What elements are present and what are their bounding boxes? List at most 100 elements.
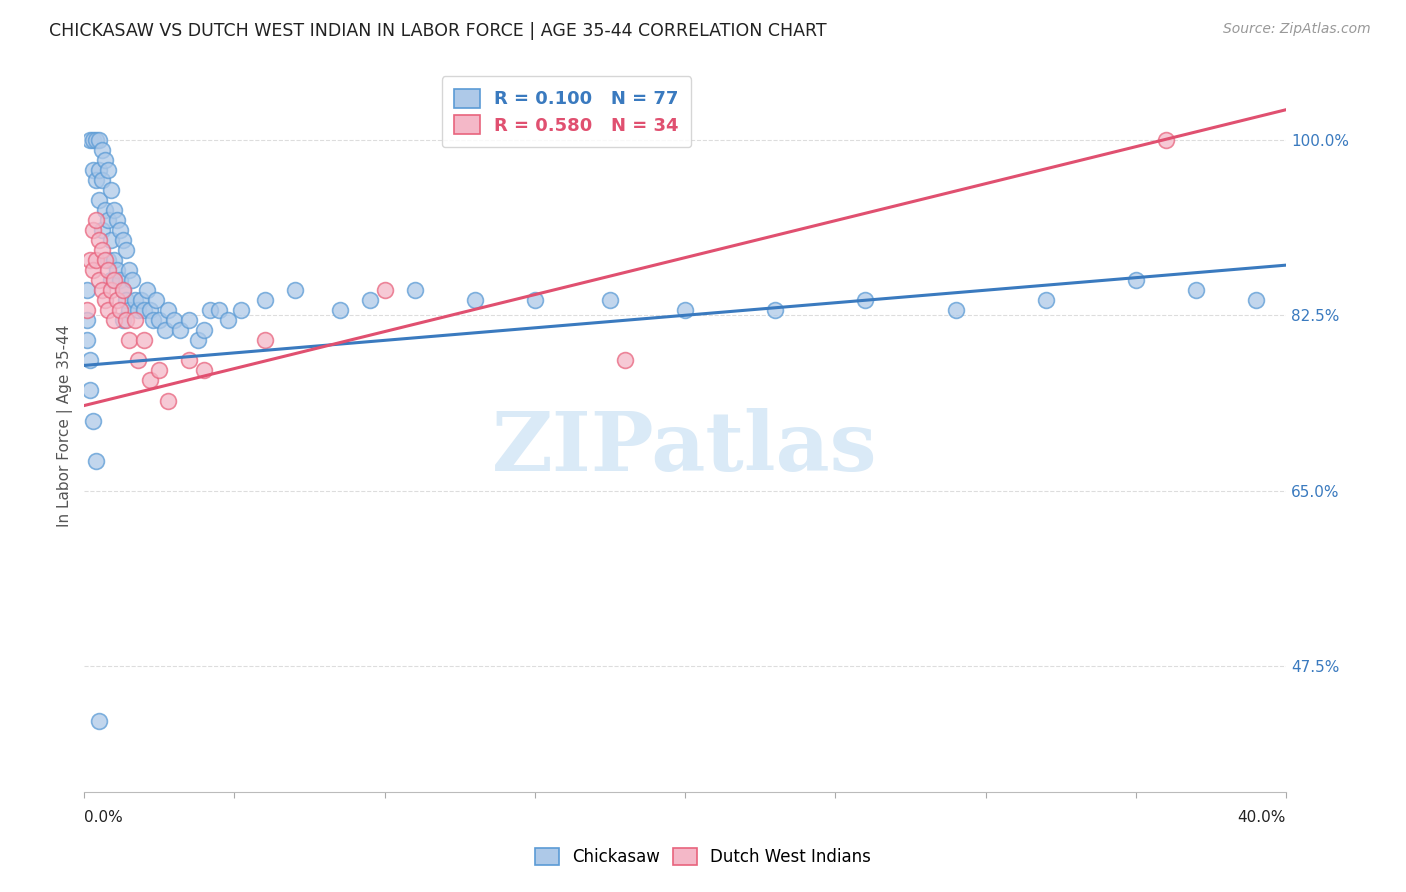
Text: 40.0%: 40.0% — [1237, 810, 1286, 824]
Point — [76, 283, 98, 297]
Y-axis label: In Labor Force | Age 35-44: In Labor Force | Age 35-44 — [58, 325, 73, 527]
Point — [253, 334, 276, 348]
Point — [179, 313, 201, 327]
Text: ZIPatlas: ZIPatlas — [492, 408, 877, 488]
Point — [112, 283, 135, 297]
Point — [103, 202, 125, 217]
Point — [253, 293, 276, 308]
Point — [84, 173, 107, 187]
Point — [97, 253, 120, 268]
Point — [1244, 293, 1267, 308]
Point — [97, 162, 120, 177]
Point — [1035, 293, 1057, 308]
Point — [89, 273, 111, 287]
Point — [105, 263, 128, 277]
Point — [91, 223, 114, 237]
Point — [118, 303, 141, 318]
Point — [404, 283, 426, 297]
Legend: R = 0.100   N = 77, R = 0.580   N = 34: R = 0.100 N = 77, R = 0.580 N = 34 — [441, 76, 692, 147]
Point — [97, 263, 120, 277]
Point — [112, 283, 135, 297]
Text: 0.0%: 0.0% — [84, 810, 124, 824]
Point — [103, 253, 125, 268]
Point — [82, 413, 104, 427]
Point — [91, 243, 114, 257]
Point — [193, 363, 215, 377]
Point — [200, 303, 222, 318]
Point — [139, 303, 162, 318]
Point — [115, 293, 138, 308]
Point — [614, 353, 637, 368]
Point — [179, 353, 201, 368]
Legend: Chickasaw, Dutch West Indians: Chickasaw, Dutch West Indians — [527, 840, 879, 875]
Point — [100, 233, 122, 247]
Point — [329, 303, 352, 318]
Point — [79, 384, 101, 398]
Point — [76, 334, 98, 348]
Point — [91, 143, 114, 157]
Point — [94, 153, 117, 167]
Point — [1154, 133, 1177, 147]
Point — [79, 133, 101, 147]
Point — [134, 334, 156, 348]
Point — [131, 293, 153, 308]
Point — [523, 293, 546, 308]
Point — [89, 233, 111, 247]
Point — [118, 334, 141, 348]
Point — [84, 133, 107, 147]
Point — [89, 162, 111, 177]
Point — [105, 293, 128, 308]
Point — [115, 313, 138, 327]
Point — [464, 293, 486, 308]
Point — [100, 273, 122, 287]
Text: CHICKASAW VS DUTCH WEST INDIAN IN LABOR FORCE | AGE 35-44 CORRELATION CHART: CHICKASAW VS DUTCH WEST INDIAN IN LABOR … — [49, 22, 827, 40]
Point — [148, 313, 170, 327]
Point — [84, 253, 107, 268]
Point — [84, 213, 107, 227]
Point — [82, 263, 104, 277]
Point — [121, 273, 143, 287]
Point — [208, 303, 231, 318]
Point — [145, 293, 167, 308]
Point — [284, 283, 307, 297]
Point — [89, 714, 111, 729]
Point — [79, 253, 101, 268]
Point — [79, 353, 101, 368]
Point — [97, 213, 120, 227]
Text: Source: ZipAtlas.com: Source: ZipAtlas.com — [1223, 22, 1371, 37]
Point — [187, 334, 209, 348]
Point — [139, 374, 162, 388]
Point — [91, 283, 114, 297]
Point — [100, 183, 122, 197]
Point — [103, 273, 125, 287]
Point — [82, 223, 104, 237]
Point — [853, 293, 876, 308]
Point — [84, 453, 107, 467]
Point — [94, 202, 117, 217]
Point — [155, 323, 177, 337]
Point — [82, 133, 104, 147]
Point — [359, 293, 381, 308]
Point — [110, 223, 132, 237]
Point — [124, 293, 146, 308]
Point — [1185, 283, 1208, 297]
Point — [76, 313, 98, 327]
Point — [229, 303, 252, 318]
Point — [100, 283, 122, 297]
Point — [136, 283, 159, 297]
Point — [945, 303, 967, 318]
Point — [134, 303, 156, 318]
Point — [148, 363, 170, 377]
Point — [1125, 273, 1147, 287]
Point — [142, 313, 165, 327]
Point — [103, 313, 125, 327]
Point — [110, 303, 132, 318]
Point — [163, 313, 186, 327]
Point — [89, 193, 111, 207]
Point — [94, 293, 117, 308]
Point — [97, 303, 120, 318]
Point — [673, 303, 696, 318]
Point — [115, 243, 138, 257]
Point — [374, 283, 396, 297]
Point — [94, 253, 117, 268]
